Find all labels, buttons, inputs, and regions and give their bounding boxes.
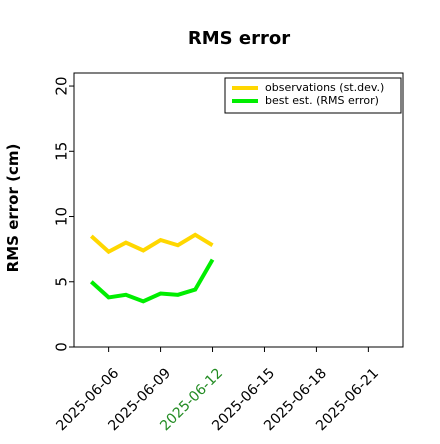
legend-entry-label: best est. (RMS error) [265,94,379,107]
y-tick-label: 20 [53,77,71,96]
chart-title: RMS error [188,28,290,49]
y-tick-label: 5 [53,277,71,287]
y-tick-label: 15 [53,142,71,161]
y-tick-label: 10 [53,207,71,226]
y-axis: 0 5 10 15 20 [53,77,74,352]
series-line-2 [89,258,215,304]
y-axis-label: RMS error (cm) [4,144,22,273]
legend-entry-label: observations (st.dev.) [265,81,384,94]
legend-box [224,77,402,114]
series-layer [89,232,215,304]
plot-area [73,72,404,348]
legend: observations (st.dev.)best est. (RMS err… [224,77,402,114]
x-axis: 2025-06-062025-06-092025-06-122025-06-15… [53,347,382,434]
y-tick-label: 0 [53,342,71,352]
series-line-1 [89,232,214,255]
